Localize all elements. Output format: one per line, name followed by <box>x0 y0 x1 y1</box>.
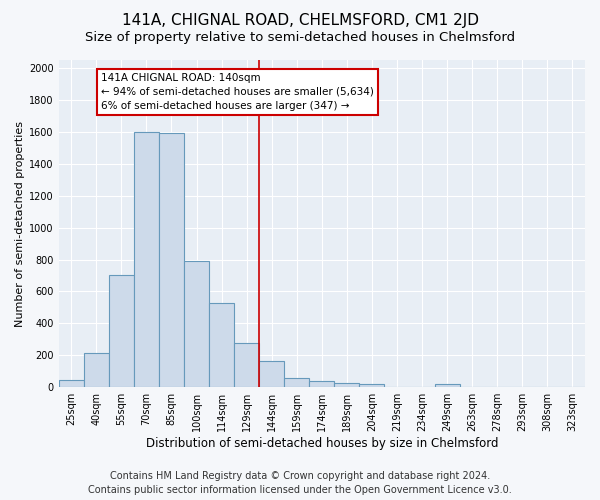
Bar <box>84 353 109 387</box>
Text: Size of property relative to semi-detached houses in Chelmsford: Size of property relative to semi-detach… <box>85 31 515 44</box>
Bar <box>309 382 334 387</box>
Bar <box>259 361 284 387</box>
Bar <box>284 378 309 387</box>
Text: 141A, CHIGNAL ROAD, CHELMSFORD, CM1 2JD: 141A, CHIGNAL ROAD, CHELMSFORD, CM1 2JD <box>121 12 479 28</box>
Bar <box>184 261 209 387</box>
X-axis label: Distribution of semi-detached houses by size in Chelmsford: Distribution of semi-detached houses by … <box>146 437 498 450</box>
Bar <box>159 134 184 387</box>
Bar <box>109 276 134 387</box>
Bar <box>434 384 460 387</box>
Text: 141A CHIGNAL ROAD: 140sqm
← 94% of semi-detached houses are smaller (5,634)
6% o: 141A CHIGNAL ROAD: 140sqm ← 94% of semi-… <box>101 73 374 111</box>
Bar <box>359 384 385 387</box>
Bar <box>234 344 259 387</box>
Text: Contains HM Land Registry data © Crown copyright and database right 2024.
Contai: Contains HM Land Registry data © Crown c… <box>88 471 512 495</box>
Bar <box>59 380 84 387</box>
Bar <box>334 383 359 387</box>
Y-axis label: Number of semi-detached properties: Number of semi-detached properties <box>15 120 25 326</box>
Bar <box>209 302 234 387</box>
Bar <box>134 132 159 387</box>
